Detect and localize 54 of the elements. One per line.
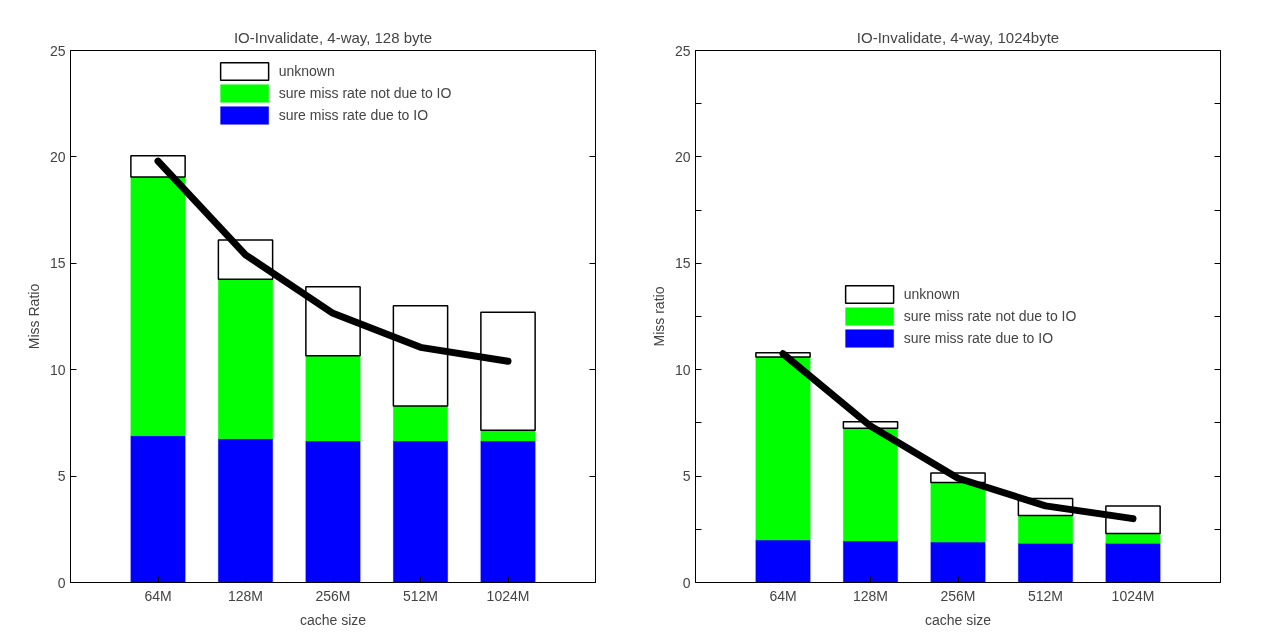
x-tick-label: 128M (227, 587, 264, 604)
bar (305, 355, 361, 442)
legend-label: sure miss rate due to IO (278, 106, 429, 125)
bar (130, 435, 186, 583)
bar (1018, 542, 1073, 583)
x-axis-title: cache size (924, 611, 992, 628)
chart-title: IO-Invalidate, 4-way, 128 byte (233, 28, 433, 46)
y-tick-label: 20 (674, 148, 691, 165)
bar (755, 539, 811, 583)
y-axis-title: Miss ratio (650, 286, 667, 347)
legend-label: unknown (903, 285, 960, 304)
chart-title: IO-Invalidate, 4-way, 1024byte (856, 28, 1060, 46)
bar (480, 440, 536, 583)
legend-label: sure miss rate not due to IO (903, 307, 1077, 326)
y-tick-label: 25 (49, 42, 66, 59)
y-tick-label: 15 (674, 255, 691, 272)
bar (393, 440, 448, 583)
x-tick-label: 64M (144, 587, 172, 604)
bar (130, 176, 186, 436)
y-tick-label: 15 (49, 255, 66, 272)
bar (1105, 533, 1161, 544)
x-tick-label: 512M (402, 587, 439, 604)
y-tick-label: 25 (674, 42, 691, 59)
bar (930, 482, 986, 543)
bar (393, 405, 448, 442)
bar (305, 440, 361, 583)
y-tick-label: 5 (682, 468, 691, 485)
legend-label: unknown (278, 62, 335, 81)
bar (218, 438, 273, 583)
legend-label: sure miss rate due to IO (903, 329, 1054, 348)
bar (755, 356, 811, 541)
y-tick-label: 10 (49, 361, 66, 378)
y-tick-label: 0 (57, 574, 66, 591)
x-tick-label: 1024M (486, 587, 530, 604)
bar (1018, 515, 1073, 544)
x-axis-title: cache size (299, 611, 367, 628)
x-tick-label: 512M (1027, 587, 1064, 604)
bar (218, 279, 273, 440)
y-axis-title: Miss Ratio (25, 283, 42, 350)
bar (1105, 542, 1161, 583)
bar (843, 427, 898, 542)
bar (843, 540, 898, 583)
y-tick-label: 10 (674, 361, 691, 378)
y-tick-label: 5 (57, 468, 66, 485)
bar (930, 541, 986, 583)
x-tick-label: 64M (769, 587, 797, 604)
x-tick-label: 1024M (1111, 587, 1155, 604)
x-tick-label: 256M (940, 587, 976, 604)
x-tick-label: 128M (852, 587, 889, 604)
y-tick-label: 0 (682, 574, 691, 591)
bar (480, 430, 536, 442)
x-tick-label: 256M (315, 587, 351, 604)
y-tick-label: 20 (49, 148, 66, 165)
legend-label: sure miss rate not due to IO (278, 84, 452, 103)
